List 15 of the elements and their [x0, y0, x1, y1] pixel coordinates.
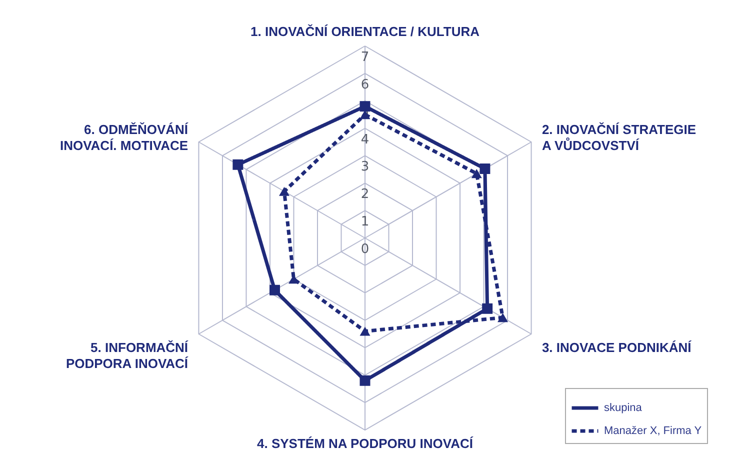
spoke-label: 3. INOVACE PODNIKÁNÍ: [542, 340, 692, 356]
y-tick-label: 6: [360, 77, 370, 92]
spoke-label: 4. SYSTÉM NA PODPORU INOVACÍ: [257, 436, 474, 451]
spoke-label: 2. INOVAČNÍ STRATEGIE A VŮDCOVSTVÍ: [542, 122, 696, 153]
spoke-label: 6. ODMĚŇOVÁNÍ INOVACÍ. MOTIVACE: [60, 122, 188, 153]
y-tick-label: 4: [360, 132, 370, 148]
y-tick-label: 3: [360, 160, 370, 175]
legend-label: skupina: [604, 402, 643, 414]
spoke-label: 1. INOVAČNÍ ORIENTACE / KULTURA: [250, 24, 480, 39]
y-tick-label: 7: [360, 50, 370, 65]
spoke-label: 5. INFORMAČNÍ PODPORA INOVACÍ: [66, 340, 188, 372]
legend-label: Manažer X, Firma Y: [604, 425, 702, 437]
y-tick-label: 0: [360, 242, 370, 257]
y-tick-label: 1: [360, 214, 370, 230]
y-tick-label: 2: [360, 187, 370, 202]
